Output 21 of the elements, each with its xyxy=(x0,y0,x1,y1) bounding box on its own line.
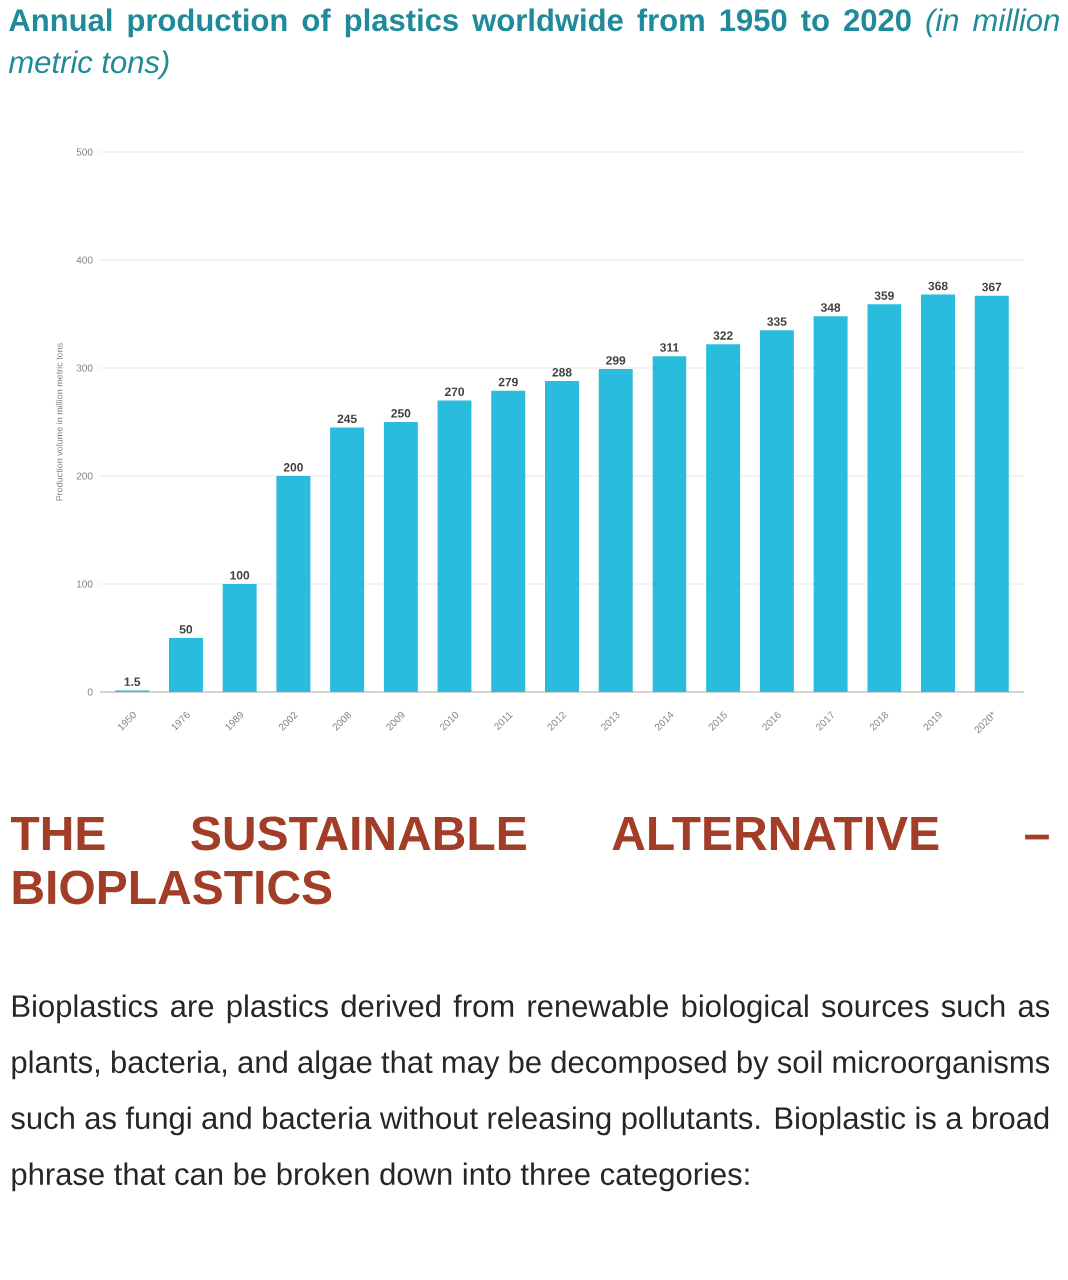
bar xyxy=(598,369,633,693)
text: (in million xyxy=(926,8,1059,38)
text: THE SUSTAINABLE ALTERNATIVE – BIOPLASTICS xyxy=(10,816,1049,905)
bar xyxy=(491,390,526,693)
bar xyxy=(544,380,579,693)
bar xyxy=(276,476,311,693)
bar xyxy=(383,422,418,693)
bar xyxy=(330,427,365,693)
bar xyxy=(759,330,794,693)
bar xyxy=(437,400,472,693)
bar xyxy=(652,356,687,693)
text: metric tons) xyxy=(8,50,169,80)
bar xyxy=(921,294,956,693)
bar xyxy=(974,295,1009,693)
text: Bioplastics are plastics derived from renewable biological sources such as plants, bacteria, and algae that may be decomposed by soil microorganisms such as fungi and bacteria without releasing pollutants. Bioplastic is a broad phrase that can be broken down into three categories: xyxy=(11,994,1050,1192)
chart-title: Annual production of plastics worldwide from 1950 to 2020 xyxy=(9,8,911,38)
bar xyxy=(222,584,257,693)
bar xyxy=(706,344,741,693)
bar xyxy=(867,304,902,693)
bar xyxy=(813,316,848,693)
bar xyxy=(168,638,203,693)
